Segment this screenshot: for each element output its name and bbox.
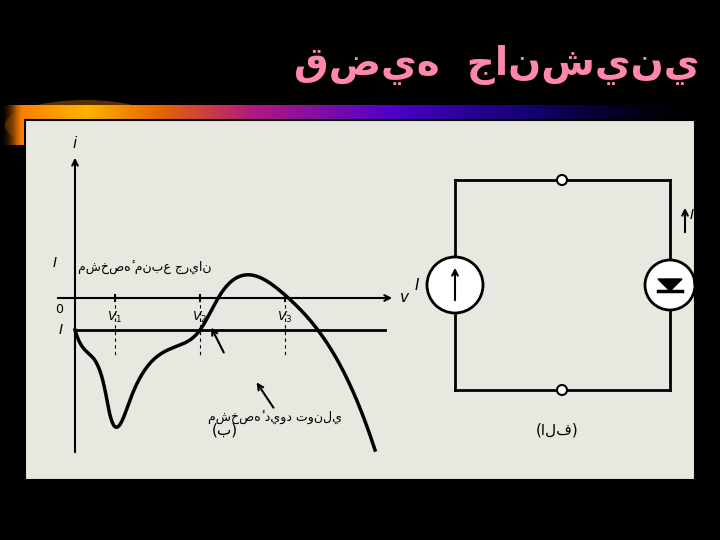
Text: (الف): (الف) <box>536 422 578 437</box>
FancyBboxPatch shape <box>25 120 695 480</box>
Text: داده میشود؛ در مدار شکل (الف) v دارای سه جواب V₁ ، V₂ و V₃ میباشد.: داده میشود؛ در مدار شکل (الف) v دارای سه… <box>275 505 680 518</box>
Text: I: I <box>53 256 57 270</box>
Circle shape <box>645 260 695 310</box>
Text: $V_2$: $V_2$ <box>192 310 207 325</box>
Ellipse shape <box>15 107 105 143</box>
Circle shape <box>427 257 483 313</box>
Text: (ب): (ب) <box>212 422 238 437</box>
Polygon shape <box>658 279 682 291</box>
Text: v: v <box>692 278 701 293</box>
Text: مشخصهٔ منبع جريان: مشخصهٔ منبع جريان <box>78 261 212 275</box>
Ellipse shape <box>5 100 165 150</box>
Text: i: i <box>73 136 77 151</box>
Text: 0: 0 <box>55 303 63 316</box>
Text: v: v <box>400 291 409 306</box>
Text: I: I <box>59 323 63 337</box>
Text: قضيه  جانشيني: قضيه جانشيني <box>294 45 700 85</box>
Text: $V_1$: $V_1$ <box>107 310 122 325</box>
Text: +: + <box>692 262 705 278</box>
Text: I: I <box>690 208 694 222</box>
Text: I: I <box>415 278 419 293</box>
Text: -: - <box>692 293 698 307</box>
Text: $V_3$: $V_3$ <box>277 310 293 325</box>
Circle shape <box>557 385 567 395</box>
Text: شکل 1-3  اهمیت لزوم اینکه شبکهٔ تغییریافته دارای جواب یکتا باشد، به وسیلهٔ این م: شکل 1-3 اهمیت لزوم اینکه شبکهٔ تغییریافت… <box>66 488 680 501</box>
Circle shape <box>557 175 567 185</box>
Text: مشخصهٔ ديود تونلي: مشخصهٔ ديود تونلي <box>208 411 342 425</box>
